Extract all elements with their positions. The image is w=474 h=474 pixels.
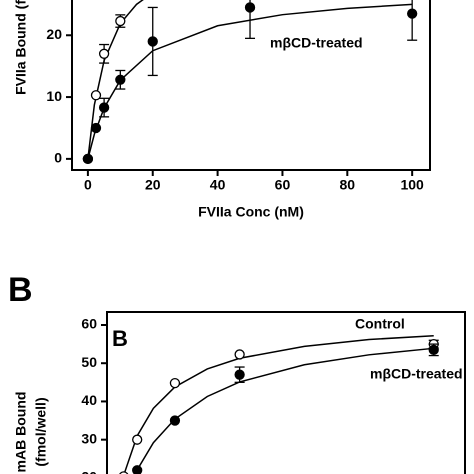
annotation: mβCD-treated [370, 366, 463, 382]
data-point [132, 465, 143, 474]
data-point [98, 102, 110, 113]
x-tick-label: 60 [275, 177, 291, 193]
y-axis-unit: (fmol/well) [33, 397, 49, 466]
y-axis-label: FVIIa Bound (f [13, 0, 29, 95]
fit-curve [123, 334, 434, 474]
data-point [147, 36, 158, 47]
data-point [98, 48, 110, 59]
x-axis-label: FVIIa Conc (nM) [198, 204, 304, 220]
data-point [407, 8, 418, 19]
y-tick-label: 0 [54, 150, 62, 166]
fit-curve [134, 347, 434, 474]
y-tick-label: 20 [46, 26, 62, 42]
data-point [115, 15, 126, 27]
x-tick-label: 100 [400, 177, 424, 193]
panel-label: B [112, 326, 128, 351]
data-point [428, 344, 439, 355]
data-point [90, 122, 102, 134]
data-point [115, 74, 126, 85]
plot-frame [106, 311, 466, 474]
y-tick-label: 60 [81, 316, 97, 332]
y-tick-label: 30 [81, 430, 97, 446]
fit-curve [87, 0, 144, 159]
data-point [244, 2, 256, 13]
x-tick-label: 80 [340, 177, 356, 193]
data-point [90, 90, 102, 101]
annotation: Control [355, 316, 405, 332]
data-point [119, 471, 129, 474]
y-axis-label: mAB Bound [13, 392, 29, 473]
data-point [132, 434, 143, 445]
y-tick-label: 40 [81, 392, 97, 408]
x-tick-label: 0 [84, 177, 92, 193]
y-tick-label: 10 [46, 88, 62, 104]
data-point [234, 349, 245, 360]
data-point [82, 153, 94, 165]
figure-label: B [8, 271, 33, 309]
plot-frame [71, 0, 431, 171]
data-point [234, 369, 245, 380]
y-tick-label: 50 [81, 354, 97, 370]
x-tick-label: 20 [145, 177, 161, 193]
annotation: mβCD-treated [270, 35, 363, 51]
data-point [169, 377, 181, 389]
x-tick-label: 40 [210, 177, 226, 193]
y-tick-label: 20 [81, 469, 97, 474]
data-point [169, 415, 181, 426]
